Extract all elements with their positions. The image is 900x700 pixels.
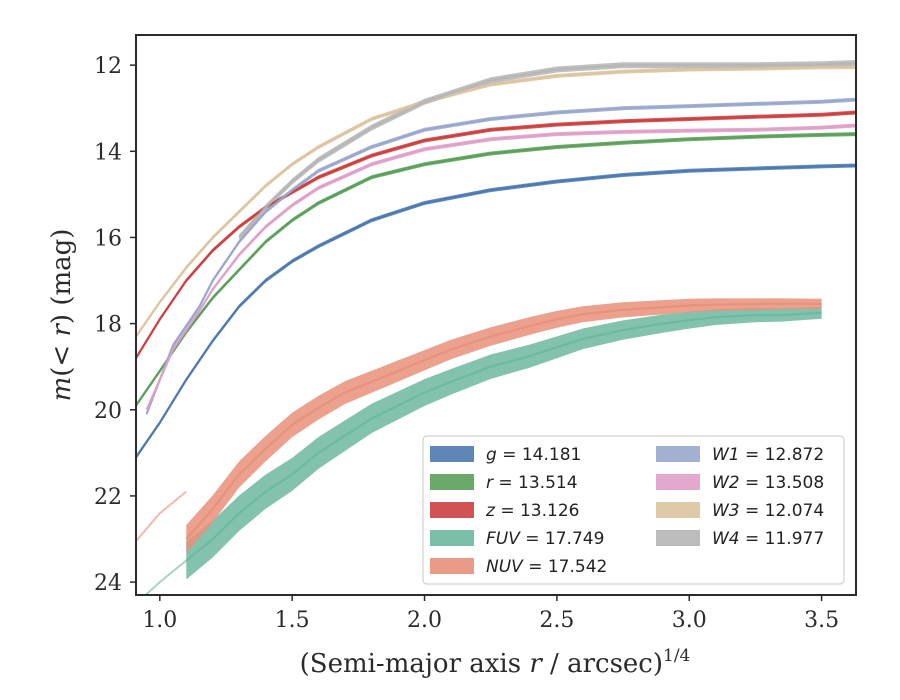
series-line-g [136,164,856,458]
data-lines [136,61,856,595]
y-axis-ticks: 12 14 16 18 20 22 24 [94,54,136,596]
legend-label-w4: W4 = 11.977 [712,529,824,549]
y-tick-label: 12 [94,54,122,79]
legend-swatch-r [430,474,474,490]
series-line-w1 [145,98,856,415]
y-tick-label: 24 [94,571,122,596]
series-line-fuv [185,311,822,562]
legend-label-w1: W1 = 12.872 [712,445,824,465]
y-tick-label: 14 [94,140,122,165]
data-bands [136,60,856,580]
legend-label-z: z = 13.126 [485,501,579,521]
legend-swatch-w1 [656,446,700,462]
x-axis-ticks: 1.0 1.5 2.0 2.5 3.0 3.5 [142,595,839,633]
plot-frame [135,34,857,596]
legend-swatch-w3 [656,502,700,518]
series-line-w4 [238,61,856,239]
legend-swatch-z [430,502,474,518]
legend-swatch-w4 [656,530,700,546]
legend-swatch-nuv [430,558,474,574]
series-band-fuv [186,306,822,580]
legend-swatch-g [430,446,474,462]
series-model-fuv [144,559,187,595]
x-tick-label: 2.5 [539,608,574,633]
x-tick-label: 2.0 [407,608,442,633]
legend-label-w2: W2 = 13.508 [712,473,824,493]
x-tick-label: 3.0 [672,608,707,633]
legend-box [422,435,845,585]
y-tick-label: 22 [94,485,122,510]
x-axis-title: (Semi-major axis r / arcsec)1/4 [300,646,691,679]
y-tick-label: 16 [94,226,122,251]
series-line-w2 [145,124,856,411]
series-line-z [136,111,856,359]
legend-swatch-fuv [430,530,474,546]
y-tick-label: 18 [94,313,122,338]
series-model-nuv [136,490,187,542]
series-line-nuv [185,302,822,540]
y-tick-label: 20 [94,399,122,424]
x-tick-label: 1.0 [142,608,177,633]
series-line-w3 [136,66,856,338]
x-tick-label: 3.5 [804,608,839,633]
legend: g = 14.181 r = 13.514 z = 13.126 FUV = 17.7… [422,435,845,585]
legend-label-nuv: NUV = 17.542 [486,557,607,577]
series-line-r [136,133,856,407]
legend-label-r: r = 13.514 [486,473,578,493]
legend-label-fuv: FUV = 17.749 [486,529,604,549]
legend-swatch-w2 [656,474,700,490]
x-tick-label: 1.5 [275,608,310,633]
legend-label-w3: W3 = 12.074 [712,501,824,521]
legend-label-g: g = 14.181 [486,445,581,465]
y-axis-title: m(< r) (mag) [47,229,77,402]
